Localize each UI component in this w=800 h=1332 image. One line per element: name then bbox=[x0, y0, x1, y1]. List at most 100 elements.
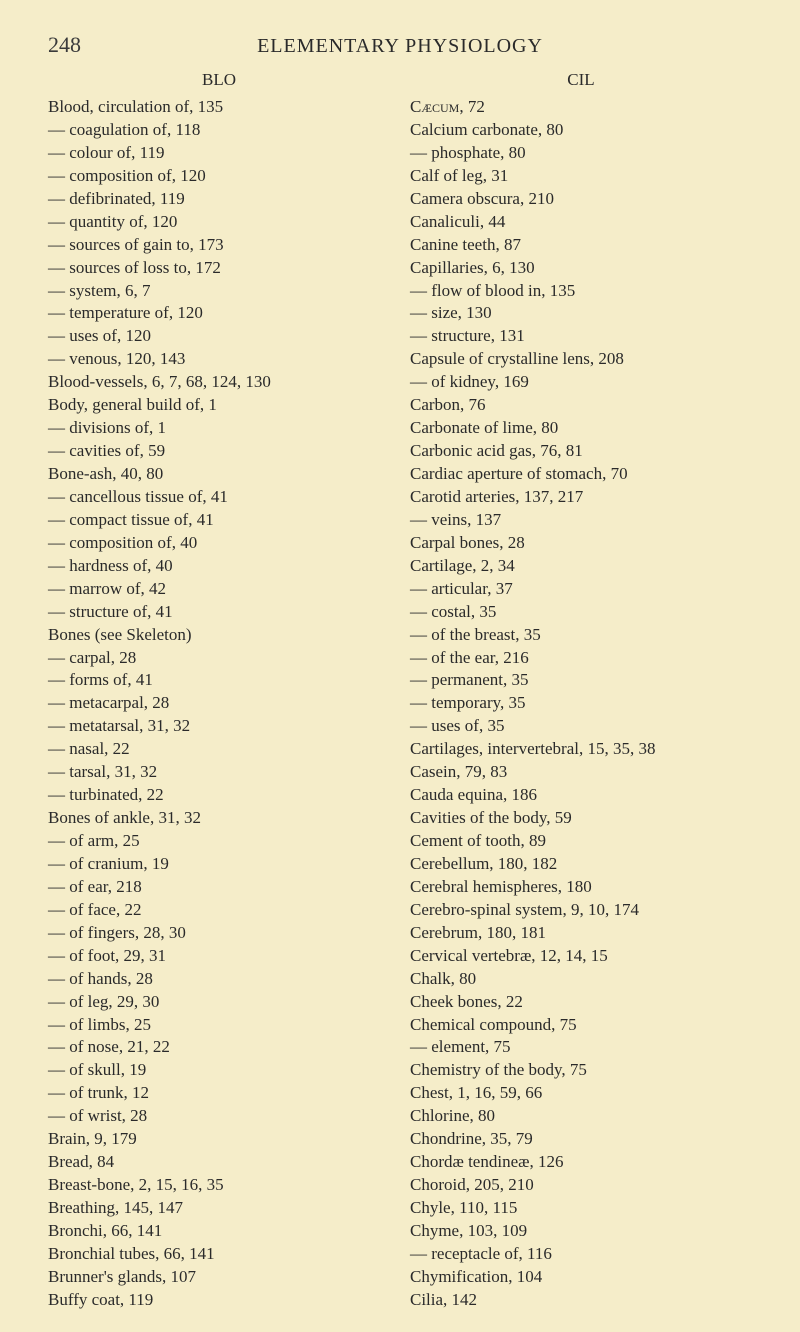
index-entry: Carpal bones, 28 bbox=[410, 532, 752, 555]
index-entry: Cartilages, intervertebral, 15, 35, 38 bbox=[410, 738, 752, 761]
index-entry: Cavities of the body, 59 bbox=[410, 807, 752, 830]
index-entry: — of limbs, 25 bbox=[48, 1014, 390, 1037]
index-entry: Cerebral hemispheres, 180 bbox=[410, 876, 752, 899]
index-entry: — of ear, 218 bbox=[48, 876, 390, 899]
index-entry: — cavities of, 59 bbox=[48, 440, 390, 463]
index-entry: — coagulation of, 118 bbox=[48, 119, 390, 142]
index-entry: Buffy coat, 119 bbox=[48, 1289, 390, 1312]
index-entry: — of the ear, 216 bbox=[410, 647, 752, 670]
index-entry: — colour of, 119 bbox=[48, 142, 390, 165]
index-entry: Body, general build of, 1 bbox=[48, 394, 390, 417]
index-entry: Carbonate of lime, 80 bbox=[410, 417, 752, 440]
right-column: CIL Cæcum, 72Calcium carbonate, 80— phos… bbox=[410, 66, 752, 1312]
index-entry: Capsule of crystalline lens, 208 bbox=[410, 348, 752, 371]
index-entry: Canaliculi, 44 bbox=[410, 211, 752, 234]
index-entry: Chest, 1, 16, 59, 66 bbox=[410, 1082, 752, 1105]
right-section-heading: CIL bbox=[410, 70, 752, 90]
right-entries: Cæcum, 72Calcium carbonate, 80— phosphat… bbox=[410, 96, 752, 1312]
index-entry: — of arm, 25 bbox=[48, 830, 390, 853]
index-entry: — size, 130 bbox=[410, 302, 752, 325]
index-entry: — structure, 131 bbox=[410, 325, 752, 348]
index-entry: Casein, 79, 83 bbox=[410, 761, 752, 784]
index-entry: — of leg, 29, 30 bbox=[48, 991, 390, 1014]
index-entry: — of skull, 19 bbox=[48, 1059, 390, 1082]
index-entry: Bones of ankle, 31, 32 bbox=[48, 807, 390, 830]
index-entry: — of hands, 28 bbox=[48, 968, 390, 991]
index-entry: Carotid arteries, 137, 217 bbox=[410, 486, 752, 509]
index-entry: Cardiac aperture of stomach, 70 bbox=[410, 463, 752, 486]
index-entry: — of fingers, 28, 30 bbox=[48, 922, 390, 945]
index-entry: — permanent, 35 bbox=[410, 669, 752, 692]
left-entries: Blood, circulation of, 135— coagulation … bbox=[48, 96, 390, 1312]
index-entry: — forms of, 41 bbox=[48, 669, 390, 692]
index-entry: — of wrist, 28 bbox=[48, 1105, 390, 1128]
index-entry: Cauda equina, 186 bbox=[410, 784, 752, 807]
index-entry: — carpal, 28 bbox=[48, 647, 390, 670]
index-entry: — sources of gain to, 173 bbox=[48, 234, 390, 257]
index-entry: Chemistry of the body, 75 bbox=[410, 1059, 752, 1082]
index-entry: Cartilage, 2, 34 bbox=[410, 555, 752, 578]
left-section-heading: BLO bbox=[48, 70, 390, 90]
index-entry: Camera obscura, 210 bbox=[410, 188, 752, 211]
index-entry: Cheek bones, 22 bbox=[410, 991, 752, 1014]
index-entry: — divisions of, 1 bbox=[48, 417, 390, 440]
index-entry: Bread, 84 bbox=[48, 1151, 390, 1174]
index-entry: Chordæ tendineæ, 126 bbox=[410, 1151, 752, 1174]
index-entry: — system, 6, 7 bbox=[48, 280, 390, 303]
index-entry: — veins, 137 bbox=[410, 509, 752, 532]
book-page: 248 ELEMENTARY PHYSIOLOGY BLO Blood, cir… bbox=[0, 0, 800, 1332]
index-entry: — metacarpal, 28 bbox=[48, 692, 390, 715]
index-entry: Cerebro-spinal system, 9, 10, 174 bbox=[410, 899, 752, 922]
index-entry: Bone-ash, 40, 80 bbox=[48, 463, 390, 486]
index-entry: — of trunk, 12 bbox=[48, 1082, 390, 1105]
index-entry: — metatarsal, 31, 32 bbox=[48, 715, 390, 738]
index-entry: Chlorine, 80 bbox=[410, 1105, 752, 1128]
index-entry: — of the breast, 35 bbox=[410, 624, 752, 647]
index-entry: — cancellous tissue of, 41 bbox=[48, 486, 390, 509]
page-title: ELEMENTARY PHYSIOLOGY bbox=[108, 35, 752, 58]
index-entry: — quantity of, 120 bbox=[48, 211, 390, 234]
left-column: BLO Blood, circulation of, 135— coagulat… bbox=[48, 66, 390, 1312]
index-entry: — temporary, 35 bbox=[410, 692, 752, 715]
index-entry: Brain, 9, 179 bbox=[48, 1128, 390, 1151]
page-number: 248 bbox=[48, 32, 108, 58]
index-entry: Brunner's glands, 107 bbox=[48, 1266, 390, 1289]
index-entry: Capillaries, 6, 130 bbox=[410, 257, 752, 280]
index-entry: — of foot, 29, 31 bbox=[48, 945, 390, 968]
index-entry: Chymification, 104 bbox=[410, 1266, 752, 1289]
index-entry: — tarsal, 31, 32 bbox=[48, 761, 390, 784]
index-entry: — of kidney, 169 bbox=[410, 371, 752, 394]
index-entry: — composition of, 40 bbox=[48, 532, 390, 555]
index-entry: — phosphate, 80 bbox=[410, 142, 752, 165]
index-entry: Cement of tooth, 89 bbox=[410, 830, 752, 853]
index-entry: Bronchial tubes, 66, 141 bbox=[48, 1243, 390, 1266]
index-entry: — flow of blood in, 135 bbox=[410, 280, 752, 303]
index-entry: Breast-bone, 2, 15, 16, 35 bbox=[48, 1174, 390, 1197]
index-entry: — venous, 120, 143 bbox=[48, 348, 390, 371]
index-entry: Cerebrum, 180, 181 bbox=[410, 922, 752, 945]
index-entry: Blood-vessels, 6, 7, 68, 124, 130 bbox=[48, 371, 390, 394]
index-entry: — temperature of, 120 bbox=[48, 302, 390, 325]
index-entry: — element, 75 bbox=[410, 1036, 752, 1059]
index-entry: Bronchi, 66, 141 bbox=[48, 1220, 390, 1243]
index-entry: — articular, 37 bbox=[410, 578, 752, 601]
index-entry: — of nose, 21, 22 bbox=[48, 1036, 390, 1059]
index-entry: Cerebellum, 180, 182 bbox=[410, 853, 752, 876]
index-entry: Choroid, 205, 210 bbox=[410, 1174, 752, 1197]
index-entry: — costal, 35 bbox=[410, 601, 752, 624]
index-entry: Chondrine, 35, 79 bbox=[410, 1128, 752, 1151]
index-entry: Bones (see Skeleton) bbox=[48, 624, 390, 647]
index-entry: — receptacle of, 116 bbox=[410, 1243, 752, 1266]
index-entry: — nasal, 22 bbox=[48, 738, 390, 761]
index-entry: Carbon, 76 bbox=[410, 394, 752, 417]
index-entry: Breathing, 145, 147 bbox=[48, 1197, 390, 1220]
index-entry: Cervical vertebræ, 12, 14, 15 bbox=[410, 945, 752, 968]
index-entry: Chalk, 80 bbox=[410, 968, 752, 991]
index-entry: Chyme, 103, 109 bbox=[410, 1220, 752, 1243]
index-entry: — of face, 22 bbox=[48, 899, 390, 922]
index-entry: Canine teeth, 87 bbox=[410, 234, 752, 257]
index-entry: — sources of loss to, 172 bbox=[48, 257, 390, 280]
index-entry: — uses of, 120 bbox=[48, 325, 390, 348]
index-entry: Calf of leg, 31 bbox=[410, 165, 752, 188]
index-entry: — compact tissue of, 41 bbox=[48, 509, 390, 532]
